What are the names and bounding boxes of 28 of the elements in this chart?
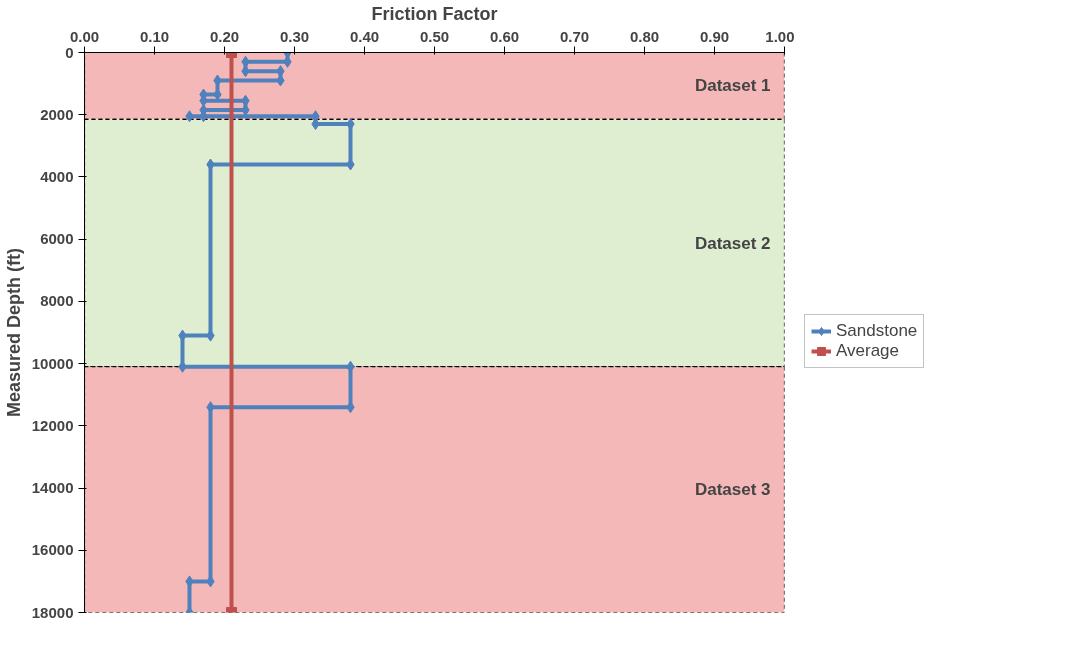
- y-tick-label: 12000: [31, 416, 74, 434]
- x-tick-label: 0.40: [349, 27, 380, 45]
- x-tick-label: 0.60: [489, 27, 520, 45]
- y-tick-label: 2000: [40, 105, 74, 123]
- y-tick-label: 6000: [40, 230, 74, 248]
- x-tick-label: 0.80: [629, 27, 660, 45]
- legend-label: Sandstone: [836, 321, 918, 341]
- y-tick-label: 14000: [31, 479, 74, 497]
- x-tick-label: 1.00: [765, 27, 795, 45]
- x-tick-label: 0.00: [69, 27, 100, 45]
- band-label: Dataset 3: [694, 480, 771, 500]
- band-label: Dataset 2: [694, 233, 771, 253]
- x-tick-label: 0.50: [419, 27, 450, 45]
- x-tick-label: 0.10: [139, 27, 170, 45]
- y-tick-label: 8000: [40, 292, 74, 310]
- y-tick-label: 18000: [31, 603, 74, 621]
- x-axis-title: Friction Factor: [371, 3, 498, 24]
- x-tick-label: 0.30: [279, 27, 310, 45]
- x-tick-label: 0.90: [699, 27, 730, 45]
- y-axis-title: Measured Depth (ft): [3, 247, 24, 417]
- y-tick-label: 0: [65, 43, 74, 61]
- x-tick-label: 0.20: [209, 27, 240, 45]
- legend-label: Average: [836, 341, 900, 361]
- band-label: Dataset 1: [694, 76, 771, 96]
- y-tick-label: 16000: [31, 541, 74, 559]
- y-tick-label: 4000: [40, 167, 74, 185]
- y-tick-label: 10000: [31, 354, 74, 372]
- x-tick-label: 0.70: [559, 27, 590, 45]
